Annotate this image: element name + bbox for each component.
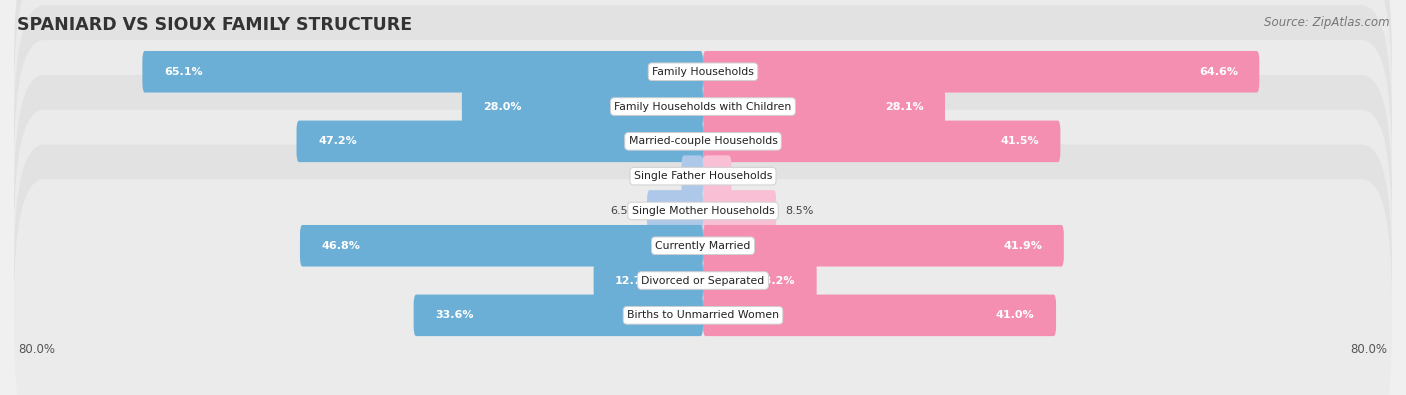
FancyBboxPatch shape: [703, 120, 1060, 162]
FancyBboxPatch shape: [14, 40, 1392, 312]
FancyBboxPatch shape: [413, 295, 703, 336]
Text: 33.6%: 33.6%: [436, 310, 474, 320]
FancyBboxPatch shape: [461, 86, 703, 127]
Text: 28.0%: 28.0%: [484, 102, 522, 111]
FancyBboxPatch shape: [14, 5, 1392, 277]
FancyBboxPatch shape: [142, 51, 703, 92]
FancyBboxPatch shape: [703, 190, 776, 232]
Text: Family Households: Family Households: [652, 67, 754, 77]
FancyBboxPatch shape: [703, 295, 1056, 336]
Text: Currently Married: Currently Married: [655, 241, 751, 251]
FancyBboxPatch shape: [14, 75, 1392, 347]
Text: 2.5%: 2.5%: [644, 171, 673, 181]
Text: Family Households with Children: Family Households with Children: [614, 102, 792, 111]
Text: 64.6%: 64.6%: [1199, 67, 1237, 77]
Text: 13.2%: 13.2%: [756, 276, 796, 286]
FancyBboxPatch shape: [682, 155, 703, 197]
Text: 41.9%: 41.9%: [1004, 241, 1042, 251]
Text: Married-couple Households: Married-couple Households: [628, 136, 778, 147]
Text: 80.0%: 80.0%: [18, 343, 55, 356]
Text: Source: ZipAtlas.com: Source: ZipAtlas.com: [1264, 16, 1389, 29]
FancyBboxPatch shape: [14, 179, 1392, 395]
FancyBboxPatch shape: [593, 260, 703, 301]
Text: 6.5%: 6.5%: [610, 206, 638, 216]
FancyBboxPatch shape: [14, 0, 1392, 243]
FancyBboxPatch shape: [299, 225, 703, 267]
Text: 47.2%: 47.2%: [318, 136, 357, 147]
Text: 8.5%: 8.5%: [785, 206, 813, 216]
Text: Births to Unmarried Women: Births to Unmarried Women: [627, 310, 779, 320]
Text: 80.0%: 80.0%: [1351, 343, 1388, 356]
FancyBboxPatch shape: [703, 86, 945, 127]
Text: 65.1%: 65.1%: [165, 67, 202, 77]
FancyBboxPatch shape: [297, 120, 703, 162]
Text: 46.8%: 46.8%: [322, 241, 360, 251]
Text: 12.7%: 12.7%: [616, 276, 654, 286]
FancyBboxPatch shape: [14, 110, 1392, 382]
FancyBboxPatch shape: [703, 225, 1064, 267]
Text: 3.3%: 3.3%: [740, 171, 768, 181]
FancyBboxPatch shape: [647, 190, 703, 232]
Text: SPANIARD VS SIOUX FAMILY STRUCTURE: SPANIARD VS SIOUX FAMILY STRUCTURE: [17, 16, 412, 34]
FancyBboxPatch shape: [14, 0, 1392, 208]
Text: Divorced or Separated: Divorced or Separated: [641, 276, 765, 286]
FancyBboxPatch shape: [703, 51, 1260, 92]
FancyBboxPatch shape: [703, 260, 817, 301]
FancyBboxPatch shape: [14, 145, 1392, 395]
Text: Single Father Households: Single Father Households: [634, 171, 772, 181]
Text: Single Mother Households: Single Mother Households: [631, 206, 775, 216]
FancyBboxPatch shape: [703, 155, 731, 197]
Text: 41.0%: 41.0%: [995, 310, 1035, 320]
Text: 28.1%: 28.1%: [884, 102, 924, 111]
Text: 41.5%: 41.5%: [1000, 136, 1039, 147]
